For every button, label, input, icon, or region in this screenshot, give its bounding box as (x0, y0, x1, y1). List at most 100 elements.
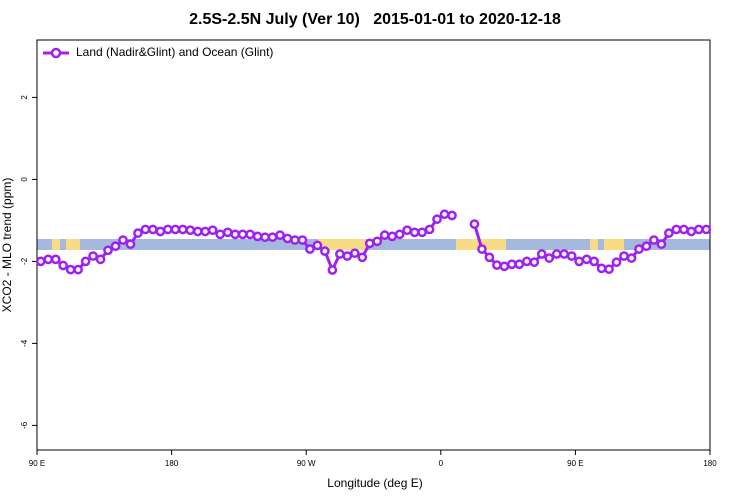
data-point (387, 231, 398, 242)
land-patch (590, 239, 598, 250)
data-point (394, 229, 405, 240)
data-point (148, 224, 158, 235)
data-point (379, 230, 390, 241)
x-tick-label: 0 (439, 459, 444, 468)
plot-frame (36, 39, 711, 451)
data-point (200, 226, 211, 237)
data-point (245, 229, 255, 240)
data-point (50, 254, 61, 265)
data-point (417, 227, 427, 238)
data-point (626, 253, 637, 263)
land-patch (604, 239, 624, 250)
data-point (357, 252, 368, 263)
data-point (252, 231, 263, 242)
data-point (656, 239, 667, 250)
data-point (207, 225, 218, 236)
x-axis-label: Longitude (deg E) (327, 476, 422, 490)
data-point (335, 249, 345, 259)
data-point (536, 249, 547, 259)
y-axis-label: XCO2 - MLO trend (ppm) (0, 178, 14, 313)
chart-title: 2.5S-2.5N July (Ver 10) 2015-01-01 to 20… (189, 11, 561, 28)
land-patch (66, 239, 80, 250)
data-point (230, 229, 241, 240)
legend-marker (50, 47, 62, 59)
data-point (177, 224, 188, 235)
x-tick-label: 90 E (567, 459, 583, 468)
data-point (327, 265, 338, 275)
data-point (641, 241, 652, 252)
data-point (678, 224, 689, 235)
data-point (320, 246, 330, 256)
data-point (521, 256, 532, 267)
data-point (342, 251, 353, 261)
data-point (170, 224, 181, 235)
data-point (275, 230, 285, 241)
x-tick-label: 180 (703, 459, 717, 468)
data-point (634, 244, 644, 254)
y-tick-label: -6 (20, 421, 29, 429)
data-point (432, 214, 442, 225)
data-point (514, 259, 525, 270)
data-point (282, 233, 293, 244)
data-point (163, 224, 173, 235)
data-point (215, 229, 226, 240)
data-point (237, 229, 248, 240)
data-point (529, 257, 540, 268)
data-point (290, 235, 300, 245)
data-point (604, 264, 614, 275)
x-tick-label: 90 W (297, 459, 316, 468)
data-point (155, 226, 166, 237)
data-point (402, 225, 412, 236)
data-point (596, 263, 607, 274)
data-point (559, 249, 570, 259)
data-point (589, 256, 599, 267)
data-point (185, 225, 196, 236)
data-point (701, 224, 712, 235)
data-point (506, 259, 517, 270)
y-tick-label: -4 (20, 339, 29, 347)
data-point (222, 227, 233, 238)
data-point (477, 244, 487, 254)
data-point (499, 261, 510, 272)
data-point (664, 228, 674, 238)
data-point (267, 232, 278, 243)
data-point (110, 241, 121, 252)
x-tick-label: 90 E (29, 459, 45, 468)
data-point (103, 245, 113, 256)
data-point (611, 257, 622, 268)
data-point (305, 244, 315, 254)
data-point (671, 224, 682, 235)
data-point (372, 236, 383, 247)
data-point (447, 210, 457, 221)
data-point (364, 238, 375, 249)
data-point (551, 249, 562, 259)
data-point (35, 256, 46, 267)
data-point (409, 227, 420, 238)
y-tick-label: -2 (20, 257, 29, 265)
data-point (566, 251, 577, 261)
data-point (439, 209, 450, 220)
data-point (484, 252, 495, 263)
data-point (95, 254, 106, 265)
data-point (140, 224, 151, 235)
y-tick-label: 2 (20, 95, 29, 100)
data-point (649, 235, 659, 245)
data-point (469, 219, 480, 229)
data-point (574, 256, 584, 267)
data-point (349, 248, 360, 259)
land-patch (318, 239, 366, 250)
data-point (65, 264, 76, 275)
legend-label: Land (Nadir&Glint) and Ocean (Glint) (76, 45, 273, 59)
data-point (88, 251, 98, 261)
data-point (297, 235, 308, 245)
data-point (133, 228, 143, 238)
y-tick-label: 0 (20, 177, 29, 182)
data-point (260, 232, 270, 243)
land-patch (52, 239, 60, 250)
data-point (43, 254, 54, 265)
data-point (73, 264, 83, 275)
data-point (619, 251, 629, 261)
data-point (544, 253, 555, 263)
data-point (492, 260, 502, 270)
